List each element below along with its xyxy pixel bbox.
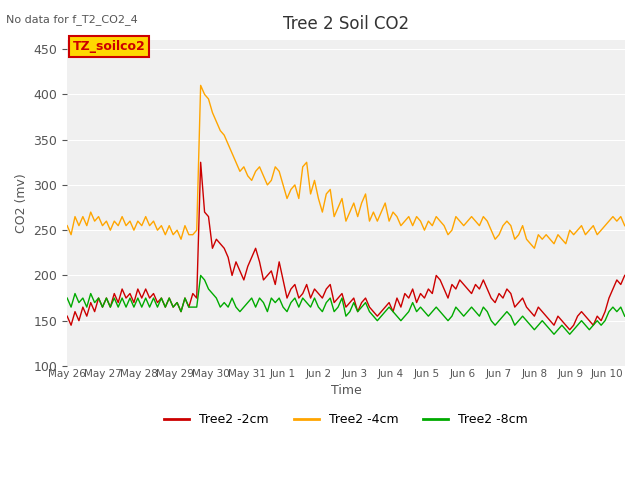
Line: Tree2 -2cm: Tree2 -2cm — [67, 162, 625, 330]
Line: Tree2 -8cm: Tree2 -8cm — [67, 276, 625, 334]
Tree2 -2cm — [566, 327, 573, 333]
Tree2 -2cm — [295, 295, 303, 301]
Tree2 -2cm — [83, 313, 91, 319]
Tree2 -8cm — [63, 295, 71, 301]
Tree2 -8cm — [315, 304, 323, 310]
Tree2 -2cm — [111, 291, 118, 297]
Line: Tree2 -4cm: Tree2 -4cm — [67, 85, 625, 248]
Legend: Tree2 -2cm, Tree2 -4cm, Tree2 -8cm: Tree2 -2cm, Tree2 -4cm, Tree2 -8cm — [159, 408, 533, 432]
Text: No data for f_T2_CO2_4: No data for f_T2_CO2_4 — [6, 14, 138, 25]
Text: TZ_soilco2: TZ_soilco2 — [73, 40, 145, 53]
Tree2 -4cm — [197, 83, 205, 88]
Tree2 -8cm — [550, 331, 558, 337]
Tree2 -2cm — [63, 313, 71, 319]
Tree2 -8cm — [212, 295, 220, 301]
Tree2 -8cm — [83, 304, 91, 310]
X-axis label: Time: Time — [330, 384, 362, 397]
Tree2 -4cm — [63, 223, 71, 228]
Tree2 -2cm — [315, 291, 323, 297]
Tree2 -8cm — [621, 313, 628, 319]
Tree2 -4cm — [621, 223, 628, 228]
Title: Tree 2 Soil CO2: Tree 2 Soil CO2 — [283, 15, 409, 33]
Tree2 -2cm — [621, 273, 628, 278]
Tree2 -4cm — [212, 119, 220, 124]
Tree2 -4cm — [315, 196, 323, 202]
Tree2 -2cm — [256, 259, 264, 265]
Tree2 -2cm — [212, 236, 220, 242]
Tree2 -4cm — [531, 245, 538, 251]
Tree2 -8cm — [295, 304, 303, 310]
Tree2 -8cm — [111, 295, 118, 301]
Tree2 -4cm — [111, 218, 118, 224]
Tree2 -8cm — [197, 273, 205, 278]
Tree2 -4cm — [83, 223, 91, 228]
Tree2 -4cm — [256, 164, 264, 170]
Y-axis label: CO2 (mv): CO2 (mv) — [15, 173, 28, 233]
Tree2 -4cm — [295, 196, 303, 202]
Tree2 -8cm — [256, 295, 264, 301]
Tree2 -2cm — [197, 159, 205, 165]
